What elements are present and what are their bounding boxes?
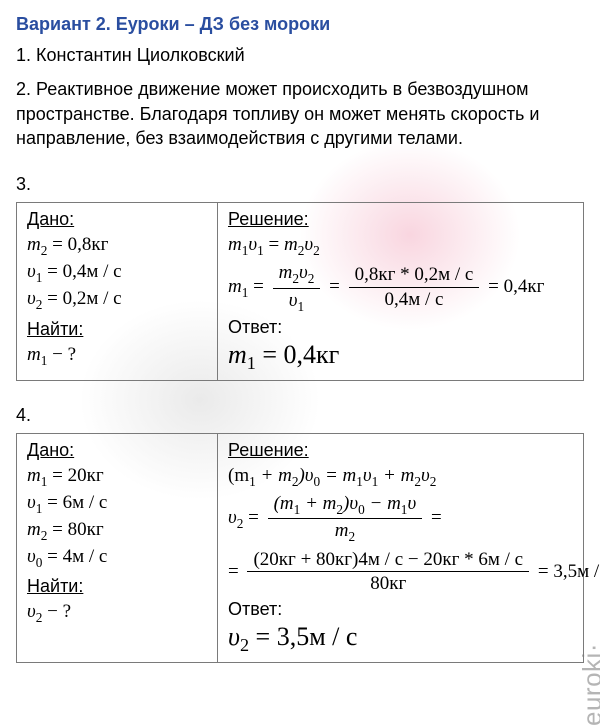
question-1: 1. Константин Циолковский (16, 43, 584, 67)
answer-line: υ2 = 3,5м / c (228, 622, 573, 656)
find-line: m1 − ? (27, 344, 207, 369)
page: Вариант 2. Еуроки – ДЗ без мороки 1. Кон… (0, 0, 600, 677)
solution-label: Решение: (228, 209, 573, 230)
given-label: Дано: (27, 440, 207, 461)
fraction: 0,8кг * 0,2м / c 0,4м / c (349, 263, 480, 312)
q2-number: 2. (16, 79, 31, 99)
find-label: Найти: (27, 576, 207, 597)
problem-3-solution-cell: Решение: m1υ1 = m2υ2 m1 = m2υ2 υ1 (218, 203, 584, 380)
solution-eq1: m1υ1 = m2υ2 (228, 234, 573, 259)
solution-label: Решение: (228, 440, 573, 461)
q1-number: 1. (16, 45, 31, 65)
given-line: υ2 = 0,2м / c (27, 288, 207, 313)
q4-number: 4. (16, 403, 584, 427)
answer-label: Ответ: (228, 599, 573, 620)
q3-number: 3. (16, 172, 584, 196)
problem-4-given-cell: Дано: m1 = 20кг υ1 = 6м / c m2 = 80кг υ0… (17, 434, 218, 663)
given-line: m2 = 80кг (27, 519, 207, 544)
fraction: (m1 + m2)υ0 − m1υ m2 (268, 492, 423, 545)
given-line: υ0 = 4м / c (27, 546, 207, 571)
find-line: υ2 − ? (27, 601, 207, 626)
given-line: υ1 = 0,4м / c (27, 261, 207, 286)
problem-3-given-cell: Дано: m2 = 0,8кг υ1 = 0,4м / c υ2 = 0,2м… (17, 203, 218, 380)
fraction: m2υ2 υ1 (273, 261, 321, 314)
given-line: m1 = 20кг (27, 465, 207, 490)
fraction: (20кг + 80кг)4м / c − 20кг * 6м / c 80кг (247, 548, 529, 597)
answer-label: Ответ: (228, 317, 573, 338)
solution-eq3: = (20кг + 80кг)4м / c − 20кг * 6м / c 80… (228, 548, 573, 597)
solution-eq1: (m1 + m2)υ0 = m1υ1 + m2υ2 (228, 465, 573, 490)
solution-eq2: υ2 = (m1 + m2)υ0 − m1υ m2 = (228, 492, 573, 545)
page-title: Вариант 2. Еуроки – ДЗ без мороки (16, 14, 584, 35)
given-line: m2 = 0,8кг (27, 234, 207, 259)
problem-4-solution-cell: Решение: (m1 + m2)υ0 = m1υ1 + m2υ2 υ2 = … (218, 434, 584, 663)
problem-3-table: Дано: m2 = 0,8кг υ1 = 0,4м / c υ2 = 0,2м… (16, 202, 584, 380)
given-label: Дано: (27, 209, 207, 230)
question-2: 2. Реактивное движение может происходить… (16, 77, 584, 150)
q1-text: Константин Циолковский (36, 45, 245, 65)
solution-eq2: m1 = m2υ2 υ1 = 0,8кг * 0,2м / c 0,4м / (228, 261, 573, 314)
find-label: Найти: (27, 319, 207, 340)
given-line: υ1 = 6м / c (27, 492, 207, 517)
q2-text: Реактивное движение может происходить в … (16, 79, 539, 148)
answer-line: m1 = 0,4кг (228, 340, 573, 374)
